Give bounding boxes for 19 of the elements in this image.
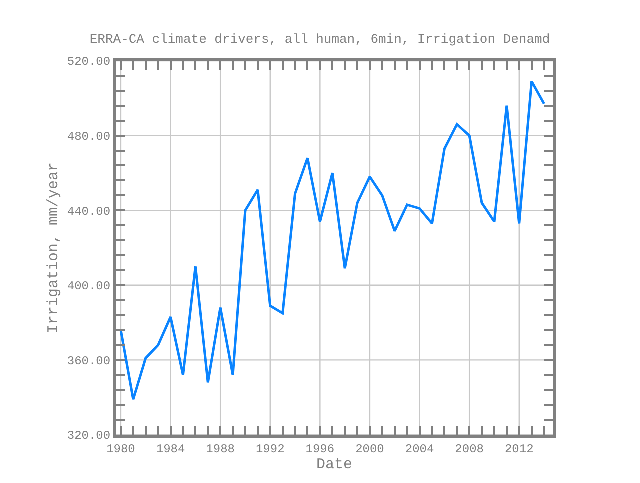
x-tick-label: 1980 (106, 442, 136, 456)
x-tick-label: 2000 (356, 442, 384, 456)
y-tick-label: 520.00 (67, 55, 111, 70)
x-tick-label: 2004 (405, 442, 434, 456)
x-axis-title: Date (316, 456, 353, 474)
x-tick-label: 2008 (455, 442, 484, 456)
line-series (120, 80, 546, 401)
y-tick-label: 480.00 (67, 130, 111, 144)
y-tick-label: 400.00 (67, 280, 111, 294)
x-tick-label: 1996 (306, 442, 335, 456)
x-tick-label: 1988 (206, 442, 235, 456)
x-tick-label: 1992 (256, 442, 285, 456)
x-tick-label: 1984 (156, 442, 186, 456)
y-tick-label: 320.00 (67, 429, 111, 444)
chart-title: ERRA-CA climate drivers, all human, 6min, Irrigation Denamd (90, 32, 550, 48)
x-tick-label: 2012 (504, 442, 534, 456)
y-tick-label: 440.00 (67, 204, 111, 219)
y-axis-title: Irrigation, mm/year (46, 162, 63, 334)
y-tick-label: 360.00 (67, 354, 111, 368)
